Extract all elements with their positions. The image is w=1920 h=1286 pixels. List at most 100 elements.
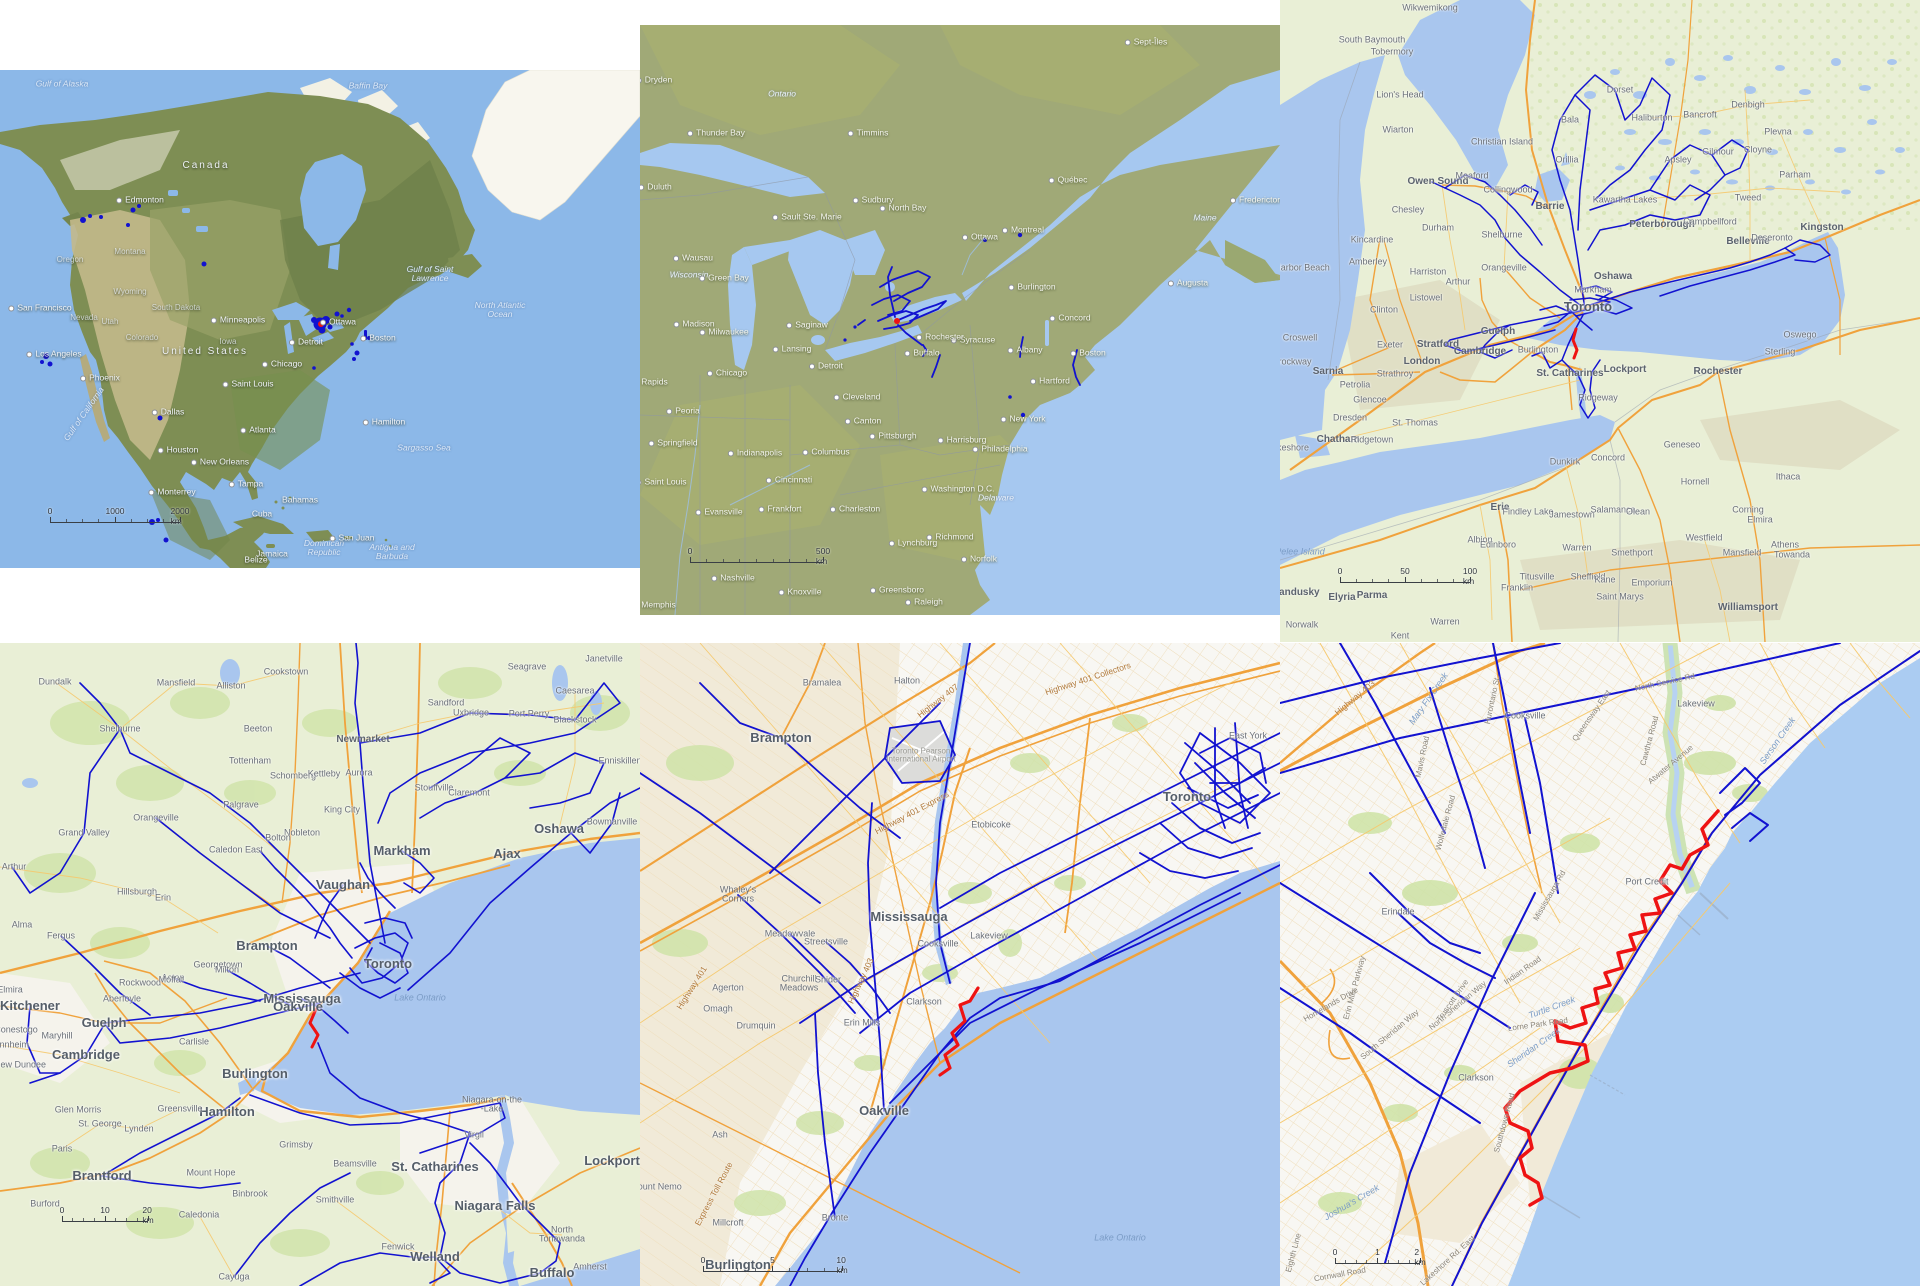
- place-label: Greensboro: [870, 585, 924, 595]
- place-label: Wikwemikong: [1402, 2, 1458, 13]
- place-label: Caesarea: [555, 685, 595, 696]
- baja-peninsula: [80, 354, 110, 442]
- place-label: Lockport: [1603, 363, 1647, 375]
- map-panel-mississauga-toronto[interactable]: Brampton Bramalea Halton Highway 407 Highway…: [640, 643, 1280, 1286]
- place-label: Saint Marys: [1596, 591, 1644, 602]
- mississauga-basemap: [640, 643, 1280, 1286]
- place-label: Ajax: [493, 846, 521, 862]
- place-label: Durham: [1421, 222, 1455, 233]
- place-label: Canton: [844, 416, 881, 426]
- town-marker-icon: [695, 509, 702, 516]
- place-label: Niagara Falls: [454, 1198, 536, 1214]
- town-marker-icon: [261, 361, 268, 368]
- town-marker-icon: [640, 77, 642, 84]
- place-label: Amberley: [1348, 256, 1388, 267]
- place-label: Owen Sound: [1407, 175, 1469, 187]
- place-label: Aberfoyle: [102, 993, 142, 1004]
- place-label: Findley Lake: [1502, 506, 1554, 517]
- town-marker-icon: [8, 305, 15, 312]
- map-labels: Gulf of Alaska Baffin Bay Canada Edmonton Un…: [0, 70, 640, 568]
- place-label: Mary Fix Creek: [1406, 670, 1451, 727]
- map-labels: Wikwemikong South Baymouth Tobermory Lion's…: [1280, 0, 1920, 642]
- place-label: Belleville: [1726, 235, 1770, 247]
- place-label: Burlington: [1008, 282, 1056, 292]
- place-label: Alma: [11, 919, 33, 930]
- place-label: Concord: [1590, 452, 1626, 463]
- place-label: Express Toll Route: [692, 1160, 735, 1228]
- place-label: New York: [1000, 414, 1045, 424]
- gps-track-red-highlight: [894, 318, 900, 324]
- terrain-tints: [60, 130, 460, 560]
- place-label: Belize: [244, 554, 268, 565]
- place-label: Vaughan: [315, 877, 371, 893]
- map-panel-southern-ontario[interactable]: Wikwemikong South Baymouth Tobermory Lion's…: [1280, 0, 1920, 642]
- map-panel-great-lakes[interactable]: Dryden Ontario Thunder Bay Duluth Sault Ste.…: [640, 25, 1280, 615]
- place-label: St. Catharines: [391, 1159, 479, 1175]
- place-label: Snider: [814, 974, 842, 985]
- place-label: Lakeshore: [1280, 442, 1310, 453]
- gps-track-red-highlight: [938, 986, 980, 1077]
- place-label: Lakeview: [1677, 698, 1715, 709]
- town-marker-icon: [1048, 177, 1055, 184]
- town-marker-icon: [1124, 39, 1131, 46]
- place-label: Mississauga Rd: [1531, 868, 1568, 923]
- place-label: Agerton: [712, 982, 744, 993]
- place-label: Plevna: [1764, 126, 1792, 137]
- place-label: Mansfield: [156, 677, 196, 688]
- roads-minor: [1280, 643, 1911, 1286]
- place-label: Burlington: [1517, 344, 1559, 355]
- place-label: Carlisle: [178, 1036, 210, 1047]
- place-label: Bowmanville: [586, 816, 638, 827]
- map-panel-gta-region[interactable]: Dundalk Mansfield Shelburne Alliston Cooksto…: [0, 643, 640, 1286]
- gps-tracks-blue: [1431, 74, 1831, 419]
- place-label: Cuba: [251, 508, 273, 519]
- map-panel-north-america[interactable]: Gulf of Alaska Baffin Bay Canada Edmonton Un…: [0, 70, 640, 568]
- place-label: Cooksville: [917, 938, 959, 949]
- place-label: Orangeville: [1481, 262, 1527, 273]
- town-marker-icon: [1000, 416, 1007, 423]
- place-label: Toronto Pearson International Airport: [886, 746, 956, 764]
- place-label: Kettleby: [307, 768, 341, 779]
- town-marker-icon: [1070, 350, 1077, 357]
- place-label: Dryden: [640, 75, 672, 85]
- place-label: Tobermory: [1370, 46, 1414, 57]
- town-marker-icon: [758, 506, 765, 513]
- place-label: Sault Ste. Marie: [772, 212, 842, 222]
- place-label: Highway 401 Collectors: [1043, 660, 1132, 698]
- place-label: Mount Hope: [186, 1167, 236, 1178]
- place-label: Binbrook: [232, 1188, 268, 1199]
- place-label: King City: [323, 804, 361, 815]
- place-label: South Dakota: [151, 302, 201, 312]
- place-label: Buffalo: [529, 1265, 575, 1281]
- place-label: Grimsby: [279, 1139, 313, 1150]
- place-label: Highway 403: [1332, 678, 1377, 718]
- credit-river: [1662, 643, 1702, 895]
- place-label: Dominican Republic: [303, 538, 345, 557]
- place-label: Erie: [1490, 501, 1510, 513]
- place-label: Kawartha Lakes: [1592, 194, 1658, 205]
- place-label: Kane: [1594, 574, 1616, 585]
- place-label: Ridgetown: [1350, 434, 1394, 445]
- place-label: Enniskillen: [598, 755, 640, 766]
- place-label: Glen Morris: [54, 1104, 102, 1115]
- place-label: London: [1403, 355, 1441, 367]
- place-label: Albany: [1007, 345, 1043, 355]
- place-label: Syracuse: [950, 335, 995, 345]
- gps-track-red-highlight: [1571, 327, 1579, 360]
- place-label: Antigua and Barbuda: [369, 542, 415, 561]
- water: [775, 643, 1280, 1286]
- place-label: Peterborough: [1629, 218, 1695, 230]
- place-label: Gulf of Saint Lawrence: [406, 264, 454, 283]
- place-label: Acton: [161, 972, 185, 983]
- map-panel-port-credit-clarkson[interactable]: Highway 403 Hurontario St. Mary Fix Creek C…: [1280, 643, 1920, 1286]
- place-label: Corning: [1732, 504, 1764, 515]
- place-label: Brampton: [236, 938, 298, 954]
- place-label: Lynchburg: [888, 538, 937, 548]
- town-marker-icon: [869, 433, 876, 440]
- place-label: Denbigh: [1731, 99, 1765, 110]
- place-label: Chatham: [1316, 433, 1360, 445]
- gps-track-red-highlight: [308, 1007, 320, 1049]
- place-label: Colorado: [125, 332, 159, 342]
- place-label: Churchill Meadows: [779, 973, 819, 993]
